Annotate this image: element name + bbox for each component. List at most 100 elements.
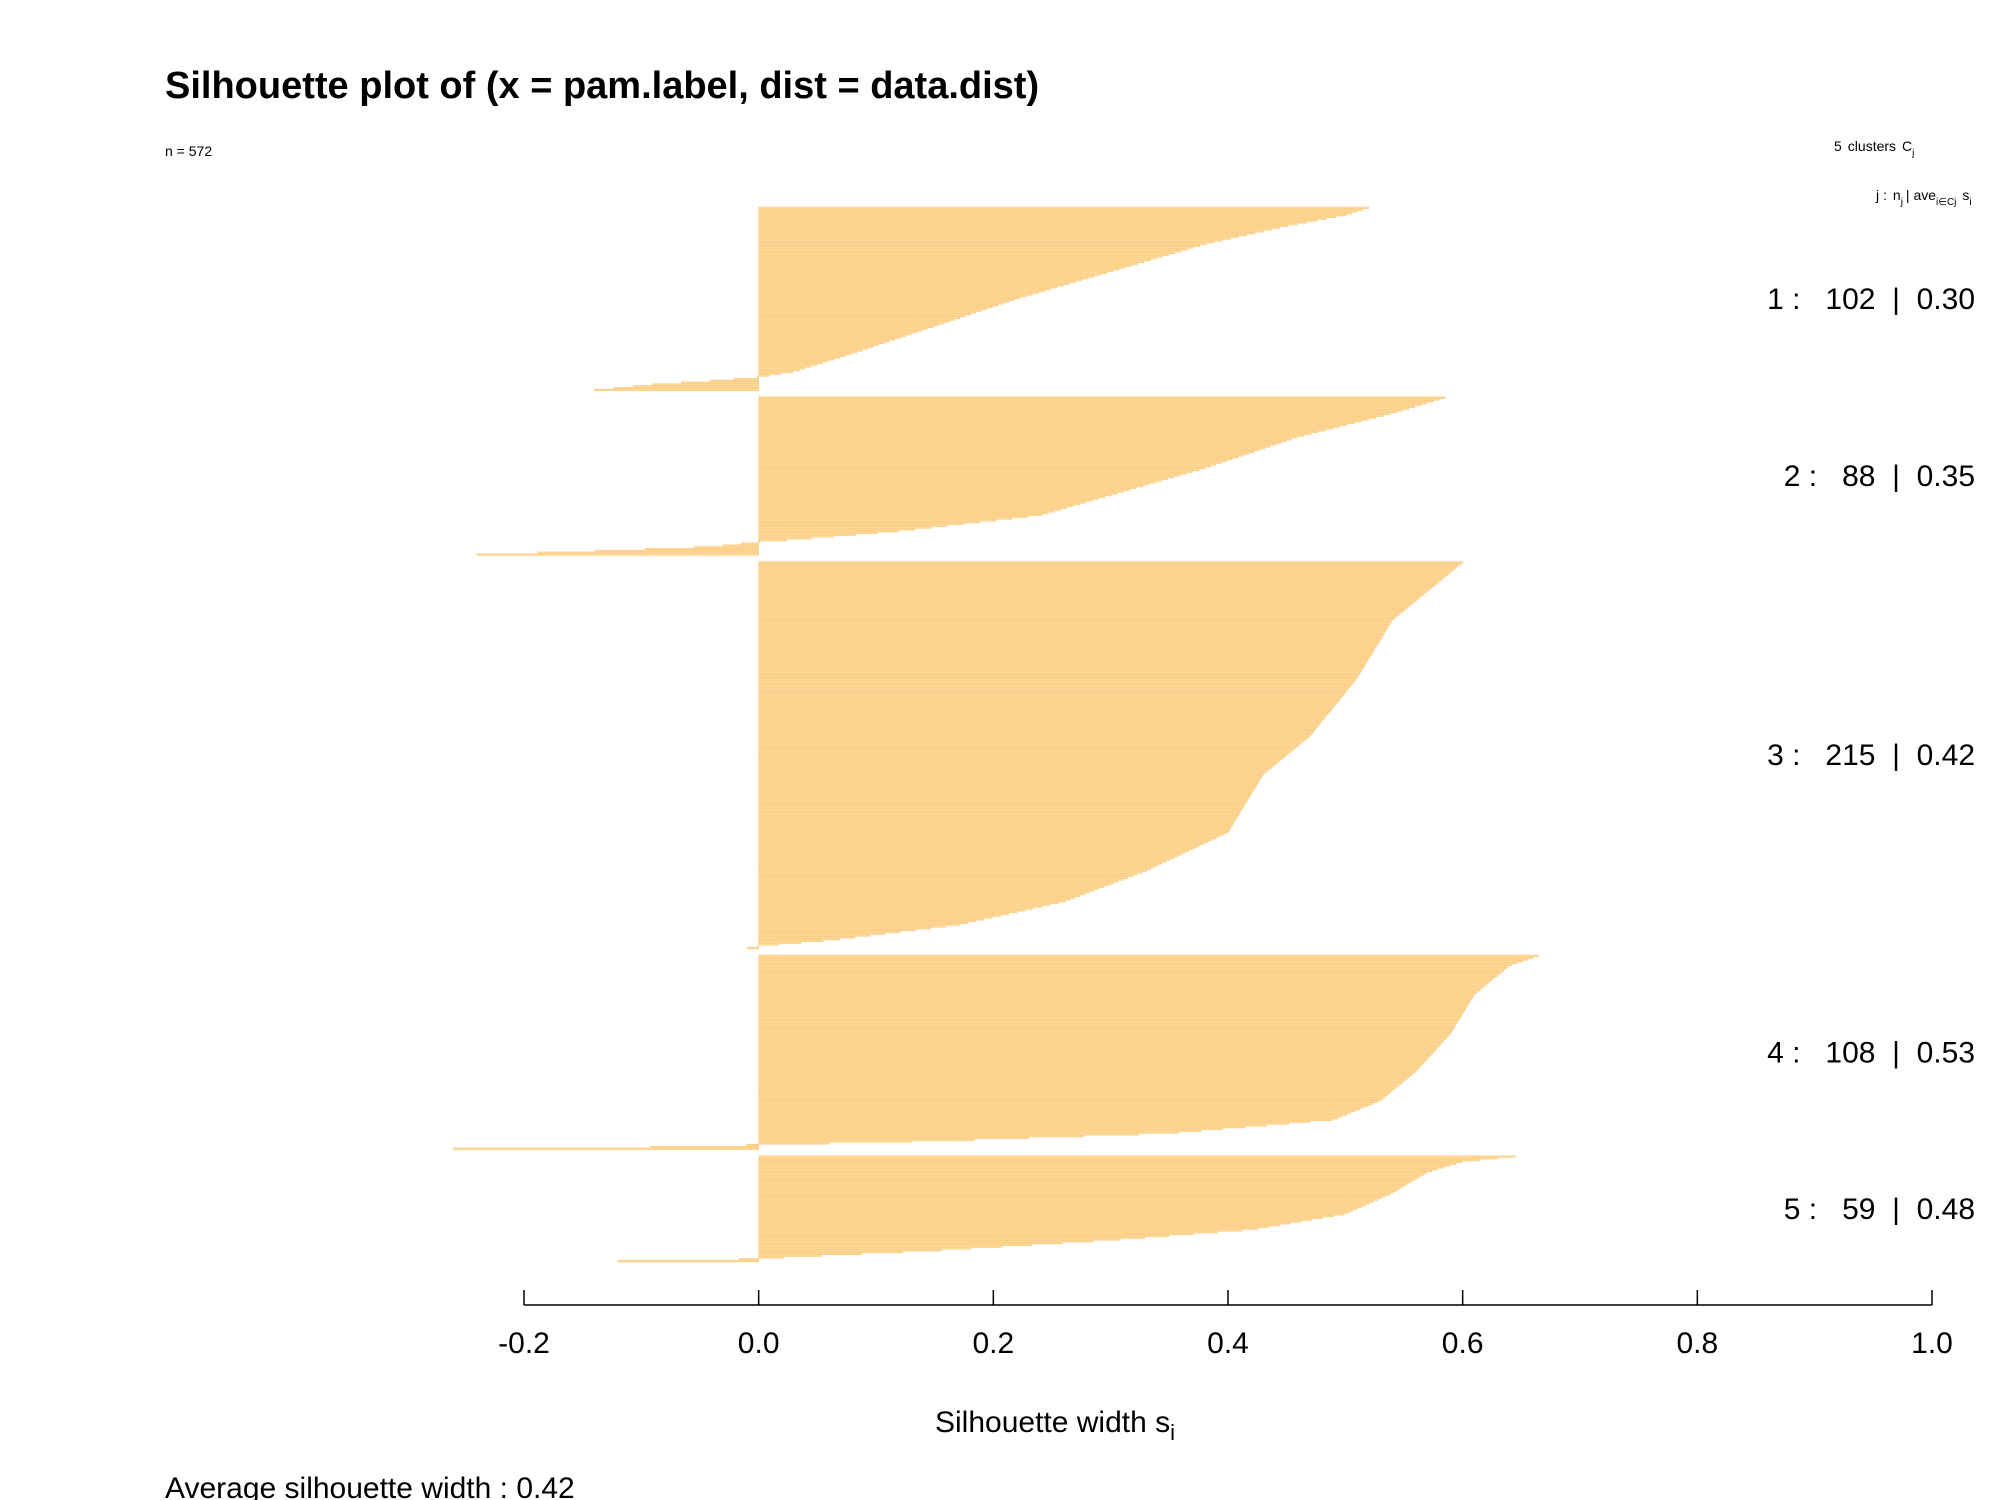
silhouette-bar <box>632 385 759 388</box>
silhouette-bar <box>758 1068 1418 1071</box>
silhouette-bar <box>758 420 1362 423</box>
silhouette-bar <box>758 497 1099 500</box>
silhouette-bar <box>758 638 1381 641</box>
cluster-label-4: 4 : 108 | 0.53 <box>1767 1036 1975 1069</box>
legend-header: 5 clusters Cj j : nj | avei∈Cj si <box>1834 138 1972 208</box>
silhouette-bar <box>758 645 1377 649</box>
silhouette-bar <box>758 490 1124 493</box>
silhouette-bar <box>758 278 1083 282</box>
silhouette-bar <box>758 685 1351 688</box>
silhouette-bar <box>758 331 917 334</box>
silhouette-bar <box>758 667 1363 670</box>
silhouette-bar <box>758 443 1276 446</box>
silhouette-bar <box>758 228 1272 231</box>
silhouette-bar <box>758 826 1232 829</box>
silhouette-bar <box>758 819 1236 822</box>
silhouette-bar <box>758 1019 1459 1022</box>
silhouette-bar <box>758 822 1234 825</box>
silhouette-bar <box>757 945 759 948</box>
silhouette-bar <box>758 248 1188 251</box>
silhouette-bar <box>758 1084 1399 1087</box>
silhouette-bar <box>758 573 1448 577</box>
silhouette-bar <box>758 360 829 363</box>
silhouette-bar <box>758 1169 1432 1173</box>
silhouette-bar <box>758 367 806 370</box>
silhouette-bar <box>758 307 988 310</box>
silhouette-bar <box>758 1218 1313 1221</box>
silhouette-bar <box>758 1238 1121 1241</box>
silhouette-bar <box>758 499 1093 502</box>
silhouette-bar <box>758 954 1540 957</box>
silhouette-bar <box>758 517 1013 520</box>
silhouette-bar <box>758 633 1384 636</box>
silhouette-bar <box>758 972 1500 976</box>
silhouette-bar <box>758 996 1473 999</box>
silhouette-bar <box>476 553 759 556</box>
silhouette-bar <box>758 903 1051 906</box>
silhouette-bar <box>758 298 1015 301</box>
silhouette-bar <box>758 1082 1402 1085</box>
silhouette-bar <box>758 1088 1395 1091</box>
silhouette-bar <box>758 510 1055 513</box>
silhouette-bar <box>758 1100 1378 1103</box>
silhouette-bar <box>758 1021 1458 1024</box>
silhouette-bar <box>758 748 1294 751</box>
silhouette-bar <box>758 528 916 531</box>
silhouette-bar <box>758 522 964 526</box>
silhouette-bar <box>758 773 1264 777</box>
silhouette-bar <box>758 1077 1408 1080</box>
silhouette-bar <box>758 802 1246 805</box>
silhouette-bar <box>758 293 1033 296</box>
silhouette-bar <box>758 400 1434 403</box>
silhouette-bar <box>758 291 1039 294</box>
silhouette-bar <box>758 475 1175 479</box>
cluster-1-bars <box>594 206 1370 392</box>
silhouette-bar <box>758 305 993 309</box>
silhouette-bar <box>758 943 780 946</box>
silhouette-bar <box>758 334 906 337</box>
silhouette-bar <box>758 960 1523 963</box>
silhouette-bar <box>758 512 1049 515</box>
silhouette-bar <box>758 829 1230 833</box>
silhouette-bar <box>758 474 1181 477</box>
silhouette-bar <box>758 264 1132 267</box>
silhouette-bar <box>758 867 1151 870</box>
silhouette-bar <box>758 772 1265 775</box>
silhouette-bar <box>758 750 1292 753</box>
silhouette-bar <box>739 1258 759 1261</box>
silhouette-bar <box>758 221 1308 224</box>
silhouette-bar <box>758 273 1101 276</box>
silhouette-bar <box>758 570 1452 573</box>
silhouette-bar <box>758 282 1070 285</box>
silhouette-bar <box>758 1236 1145 1239</box>
silhouette-bar <box>746 1144 759 1147</box>
silhouette-bar <box>758 430 1319 434</box>
silhouette-bar <box>758 1066 1420 1069</box>
silhouette-bar <box>758 269 1114 273</box>
silhouette-bar <box>758 784 1257 787</box>
silhouette-bar <box>758 1207 1358 1210</box>
silhouette-bar <box>758 1126 1245 1129</box>
silhouette-bar <box>758 658 1369 661</box>
silhouette-bar <box>758 930 901 933</box>
silhouette-bar <box>758 1222 1291 1225</box>
silhouette-bar <box>758 755 1285 759</box>
silhouette-bar <box>758 925 946 928</box>
silhouette-bar <box>758 1177 1418 1180</box>
silhouette-bar <box>758 1023 1457 1026</box>
silhouette-bar <box>758 730 1314 733</box>
silhouette-bar <box>758 501 1087 504</box>
silhouette-bar <box>758 320 950 323</box>
silhouette-bar <box>758 912 1009 915</box>
cluster-label-2: 2 : 88 | 0.35 <box>1784 460 1975 493</box>
silhouette-bar <box>758 1043 1441 1046</box>
silhouette-bar <box>758 372 782 375</box>
n-label: n = 572 <box>165 143 212 159</box>
silhouette-bar <box>758 1111 1352 1114</box>
silhouette-bar <box>758 1041 1443 1044</box>
silhouette-bar <box>758 1202 1370 1205</box>
chart-title: Silhouette plot of (x = pam.label, dist … <box>165 65 1039 107</box>
cluster-label-3: 3 : 215 | 0.42 <box>1767 739 1975 772</box>
silhouette-bar <box>758 1026 1455 1030</box>
silhouette-bar <box>758 1159 1480 1162</box>
